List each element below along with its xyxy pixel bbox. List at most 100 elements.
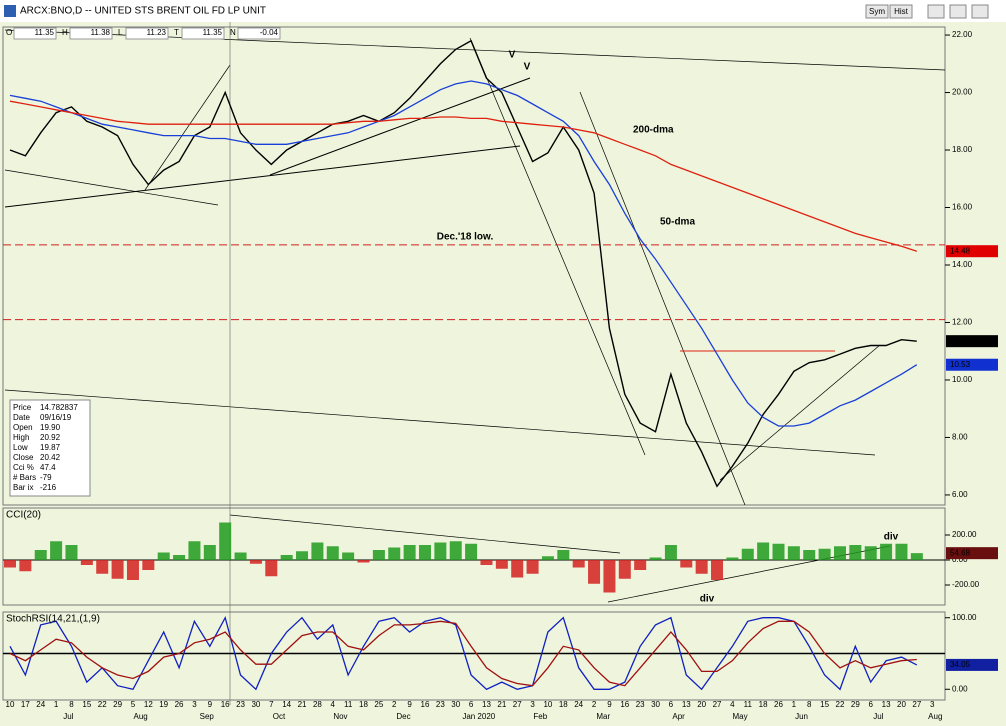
x-tick-label: 13 bbox=[482, 700, 491, 709]
x-tick-label: 9 bbox=[407, 700, 412, 709]
info-value: 09/16/19 bbox=[40, 413, 72, 422]
bar bbox=[357, 560, 370, 563]
bar bbox=[173, 555, 186, 560]
sym-button-label[interactable]: Sym bbox=[869, 7, 885, 16]
last-value-label: 34.05 bbox=[950, 660, 971, 669]
trend-line bbox=[719, 344, 881, 481]
quote-label: N bbox=[230, 28, 236, 37]
x-tick-label: 2 bbox=[592, 700, 597, 709]
trend-line bbox=[4, 145, 521, 208]
sym-button[interactable] bbox=[865, 4, 889, 19]
x-month-label: Jul bbox=[873, 712, 883, 721]
bar bbox=[557, 550, 570, 560]
quote-label: T bbox=[174, 28, 179, 37]
bar bbox=[280, 555, 293, 560]
info-label: Date bbox=[13, 413, 30, 422]
bar bbox=[342, 552, 355, 560]
bar bbox=[96, 560, 109, 574]
x-tick-label: 18 bbox=[359, 700, 368, 709]
y-tick-label: 18.00 bbox=[952, 145, 973, 154]
x-tick-label: 23 bbox=[436, 700, 445, 709]
hist-button-label[interactable]: Hist bbox=[894, 7, 909, 16]
x-tick-label: 27 bbox=[912, 700, 921, 709]
x-tick-label: 4 bbox=[730, 700, 735, 709]
last-value-label: 14.48 bbox=[950, 246, 971, 255]
maximize-button[interactable] bbox=[949, 4, 967, 19]
info-label: # Bars bbox=[13, 473, 36, 482]
bar bbox=[418, 545, 431, 560]
y-tick-label: -200.00 bbox=[952, 580, 980, 589]
quote-value: 11.23 bbox=[147, 28, 167, 37]
bar bbox=[249, 560, 262, 564]
bar bbox=[50, 541, 63, 560]
series-line bbox=[9, 615, 918, 691]
last-value-box bbox=[946, 547, 998, 560]
quote-label: O bbox=[6, 28, 12, 37]
info-label: Open bbox=[13, 423, 33, 432]
x-tick-label: 3 bbox=[930, 700, 935, 709]
title-bar bbox=[0, 0, 1006, 22]
x-tick-label: 21 bbox=[497, 700, 506, 709]
y-tick-label: 10.00 bbox=[952, 375, 973, 384]
info-value: 19.87 bbox=[40, 443, 61, 452]
x-tick-label: 30 bbox=[651, 700, 660, 709]
bar bbox=[757, 542, 770, 560]
x-month-label: Jun bbox=[795, 712, 808, 721]
series-line bbox=[9, 39, 917, 488]
y-tick-label: 8.00 bbox=[952, 433, 968, 442]
bar bbox=[434, 542, 447, 560]
bar bbox=[311, 542, 324, 560]
y-tick-label: 14.00 bbox=[952, 260, 973, 269]
info-value: -79 bbox=[40, 473, 52, 482]
cci-panel bbox=[2, 507, 946, 606]
trend-line bbox=[469, 37, 646, 456]
x-tick-label: 13 bbox=[882, 700, 891, 709]
bar bbox=[680, 560, 693, 568]
bar bbox=[19, 560, 32, 572]
x-month-label: Jan 2020 bbox=[462, 712, 495, 721]
x-month-label: Apr bbox=[672, 712, 685, 721]
bar bbox=[4, 560, 16, 568]
bar bbox=[526, 560, 539, 574]
x-tick-label: 19 bbox=[159, 700, 168, 709]
x-month-label: Nov bbox=[333, 712, 347, 721]
info-label: High bbox=[13, 433, 29, 442]
x-tick-label: 1 bbox=[792, 700, 797, 709]
y-tick-label: 20.00 bbox=[952, 88, 973, 97]
x-tick-label: 24 bbox=[36, 700, 45, 709]
x-tick-label: 16 bbox=[221, 700, 230, 709]
trend-line bbox=[579, 91, 746, 506]
x-tick-label: 16 bbox=[620, 700, 629, 709]
x-tick-label: 3 bbox=[530, 700, 535, 709]
minimize-button[interactable] bbox=[927, 4, 945, 19]
hist-button[interactable] bbox=[889, 4, 913, 19]
info-value: -216 bbox=[40, 483, 57, 492]
bar bbox=[449, 541, 462, 560]
x-month-label: Feb bbox=[533, 712, 547, 721]
last-value-box bbox=[946, 245, 998, 258]
bar bbox=[603, 560, 616, 593]
x-tick-label: 9 bbox=[208, 700, 213, 709]
info-label: Price bbox=[13, 403, 32, 412]
x-tick-label: 27 bbox=[513, 700, 522, 709]
close-button[interactable] bbox=[971, 4, 989, 19]
ma-label: 200-dma bbox=[633, 125, 674, 136]
x-tick-label: 8 bbox=[69, 700, 74, 709]
quote-box bbox=[69, 27, 113, 40]
info-value: 14.782837 bbox=[40, 403, 78, 412]
annotation: div bbox=[700, 594, 715, 605]
bar bbox=[849, 545, 862, 560]
quote-value: 11.35 bbox=[203, 28, 223, 37]
x-tick-label: 29 bbox=[113, 700, 122, 709]
bar bbox=[234, 552, 247, 560]
x-tick-label: 30 bbox=[251, 700, 260, 709]
x-tick-label: 13 bbox=[682, 700, 691, 709]
quote-box bbox=[237, 27, 281, 40]
bar bbox=[664, 545, 677, 560]
bar bbox=[588, 560, 601, 584]
x-tick-label: 22 bbox=[98, 700, 107, 709]
x-month-label: Oct bbox=[273, 712, 286, 721]
bar bbox=[403, 545, 416, 560]
y-tick-label: 100.00 bbox=[952, 613, 977, 622]
